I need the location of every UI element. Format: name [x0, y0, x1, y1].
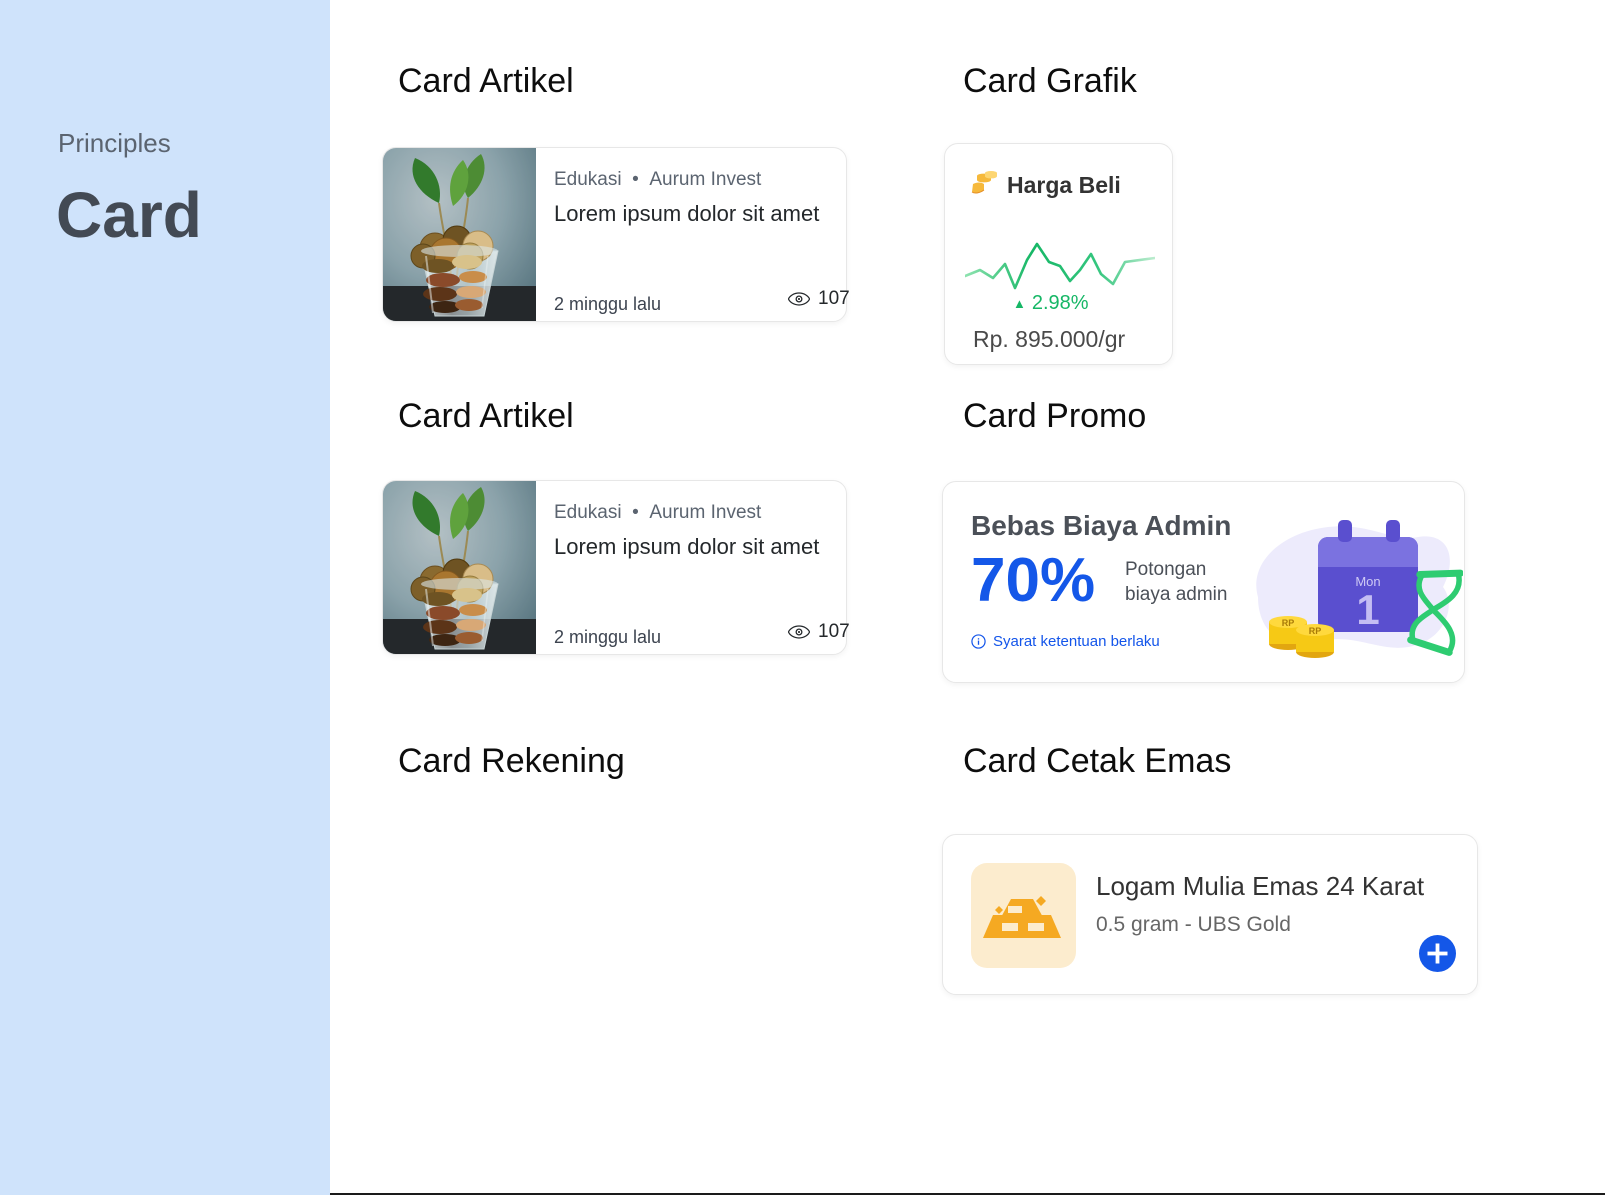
svg-text:RP: RP — [1282, 618, 1295, 628]
svg-text:RP: RP — [1309, 626, 1322, 636]
svg-text:1: 1 — [1356, 586, 1379, 633]
